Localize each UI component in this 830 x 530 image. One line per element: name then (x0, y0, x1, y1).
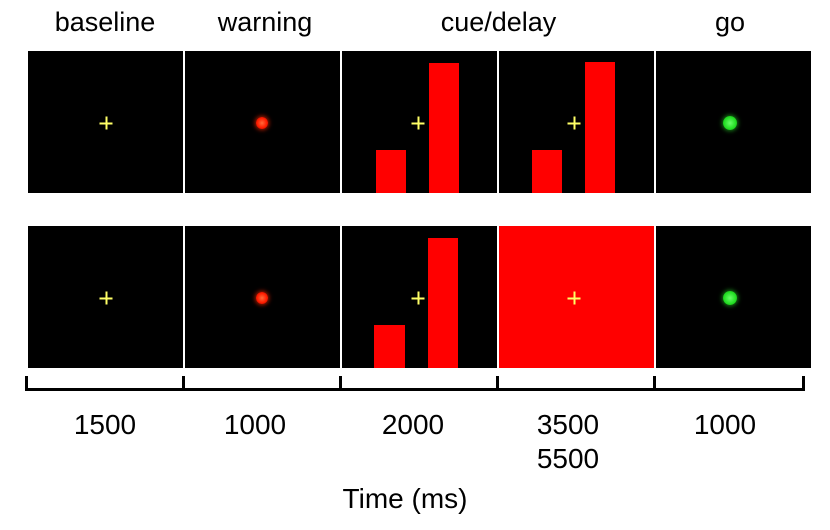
timeline-axis-line (25, 388, 805, 391)
cue-bar-tall (429, 63, 459, 193)
panel-go-trial-1 (656, 51, 811, 193)
cue-bar-tall (428, 238, 458, 368)
red-warning-dot-icon (256, 117, 268, 129)
panel-cue-trial-1 (342, 51, 497, 193)
fixation-cross-icon (99, 116, 113, 130)
timeline-tick (496, 376, 499, 390)
fixation-cross-icon (567, 116, 581, 130)
cue-bar-short (374, 325, 405, 368)
panel-warning-trial-2 (185, 226, 340, 368)
duration-warning: 1000 (223, 409, 287, 440)
green-go-dot-icon (723, 291, 737, 305)
panel-go-trial-2 (656, 226, 811, 368)
panel-baseline-trial-2 (28, 226, 183, 368)
cue-bar-short (532, 150, 562, 193)
phase-label-go: go (714, 7, 746, 37)
panel-delay-trial-1 (499, 51, 654, 193)
fixation-cross-icon (567, 291, 581, 305)
timeline-tick (25, 376, 28, 390)
timeline-tick (339, 376, 342, 390)
green-go-dot-icon (723, 116, 737, 130)
phase-label-cue-delay: cue/delay (440, 7, 557, 37)
duration-baseline: 1500 (73, 409, 137, 440)
panel-warning-trial-1 (185, 51, 340, 193)
axis-title: Time (ms) (342, 483, 468, 514)
fixation-cross-icon (411, 291, 425, 305)
phase-label-warning: warning (217, 7, 313, 37)
cue-bar-short (376, 150, 406, 193)
timeline-tick (802, 376, 805, 390)
panel-baseline-trial-1 (28, 51, 183, 193)
cue-bar-tall (585, 62, 615, 193)
duration-delay: 3500 5500 (536, 409, 600, 474)
red-warning-dot-icon (256, 292, 268, 304)
duration-cue: 2000 (381, 409, 445, 440)
panel-delay-trial-2-full-red (499, 226, 654, 368)
fixation-cross-icon (99, 291, 113, 305)
panel-cue-trial-2 (342, 226, 497, 368)
fixation-cross-icon (411, 116, 425, 130)
phase-label-baseline: baseline (54, 7, 156, 37)
duration-go: 1000 (693, 409, 757, 440)
timeline-tick (182, 376, 185, 390)
timeline-tick (653, 376, 656, 390)
